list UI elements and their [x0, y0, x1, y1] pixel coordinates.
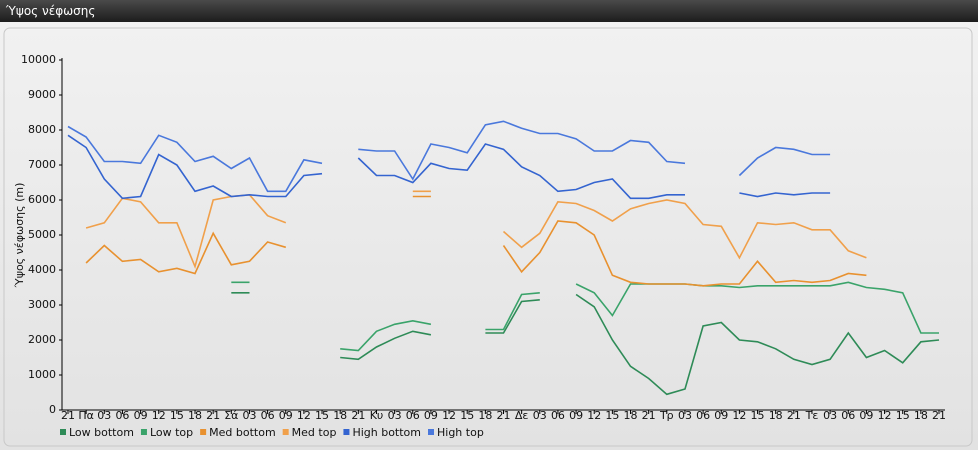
x-tick-label: 06 [261, 409, 275, 422]
legend-swatch [282, 429, 289, 435]
y-tick-label: 1000 [28, 368, 56, 381]
x-tick-label: 03 [533, 409, 547, 422]
x-tick-label: 18 [769, 409, 783, 422]
x-tick-label: 21 [932, 409, 946, 422]
legend-label: Med top [292, 426, 337, 439]
x-tick-label: 03 [97, 409, 111, 422]
x-tick-label: 06 [115, 409, 129, 422]
x-tick-label: 15 [751, 409, 765, 422]
legend-swatch [200, 429, 207, 435]
x-tick-label: 09 [569, 409, 583, 422]
legend-label: High bottom [352, 426, 421, 439]
x-tick-label: 18 [914, 409, 928, 422]
x-tick-label: Πα [78, 409, 94, 422]
x-tick-label: 18 [624, 409, 638, 422]
series-line [85, 195, 867, 287]
series-line [67, 120, 831, 193]
x-tick-label: Τρ [659, 409, 674, 422]
x-tick-label: Τε [805, 409, 819, 422]
x-tick-label: 15 [170, 409, 184, 422]
x-tick-label: 15 [315, 409, 329, 422]
x-tick-label: 06 [551, 409, 565, 422]
y-tick-label: 5000 [28, 228, 56, 241]
y-tick-label: 7000 [28, 158, 56, 171]
legend-label: High top [437, 426, 484, 439]
y-tick-label: 3000 [28, 298, 56, 311]
x-tick-label: 09 [279, 409, 293, 422]
x-tick-label: 21 [61, 409, 75, 422]
x-tick-label: 09 [714, 409, 728, 422]
legend-label: Low top [150, 426, 193, 439]
x-tick-label: 12 [152, 409, 166, 422]
x-tick-label: 06 [406, 409, 420, 422]
x-tick-label: 21 [497, 409, 511, 422]
y-tick-label: 8000 [28, 123, 56, 136]
x-tick-label: 09 [134, 409, 148, 422]
x-tick-label: 12 [297, 409, 311, 422]
x-tick-label: 03 [678, 409, 692, 422]
series-line [85, 190, 867, 269]
y-tick-label: 4000 [28, 263, 56, 276]
series-line [231, 292, 940, 396]
legend-swatch [60, 429, 66, 435]
x-tick-label: 21 [351, 409, 365, 422]
x-tick-label: 15 [605, 409, 619, 422]
x-tick-label: Κυ [370, 409, 384, 422]
x-tick-label: 09 [859, 409, 873, 422]
series-line [67, 134, 831, 200]
x-tick-label: 18 [188, 409, 202, 422]
y-tick-label: 6000 [28, 193, 56, 206]
legend-swatch [140, 429, 147, 435]
x-tick-label: Σά [224, 409, 238, 422]
y-tick-label: 2000 [28, 333, 56, 346]
x-tick-label: 15 [896, 409, 910, 422]
x-tick-label: 12 [587, 409, 601, 422]
x-tick-label: 03 [823, 409, 837, 422]
legend-swatch [343, 429, 350, 435]
y-axis-label: Ύψος νέφωσης (m) [13, 183, 26, 289]
x-tick-label: 09 [424, 409, 438, 422]
x-tick-label: 18 [478, 409, 492, 422]
x-tick-label: 21 [206, 409, 220, 422]
chart-frame [3, 27, 973, 447]
y-tick-label: 10000 [21, 53, 56, 66]
x-tick-label: 06 [841, 409, 855, 422]
x-tick-label: 15 [460, 409, 474, 422]
series-line [231, 281, 939, 352]
x-tick-label: 18 [333, 409, 347, 422]
x-tick-label: 03 [388, 409, 402, 422]
legend-label: Low bottom [69, 426, 134, 439]
y-tick-label: 9000 [28, 88, 56, 101]
x-tick-label: Δε [515, 409, 529, 422]
x-tick-label: 21 [642, 409, 656, 422]
x-tick-label: 12 [732, 409, 746, 422]
x-tick-label: 12 [442, 409, 456, 422]
x-tick-label: 03 [242, 409, 256, 422]
window-title: Ύψος νέφωσης [0, 0, 978, 22]
legend-swatch [428, 429, 434, 435]
x-tick-label: 21 [787, 409, 801, 422]
x-tick-label: 12 [878, 409, 892, 422]
legend-label: Med bottom [209, 426, 276, 439]
y-tick-label: 0 [49, 403, 56, 416]
x-tick-label: 06 [696, 409, 710, 422]
